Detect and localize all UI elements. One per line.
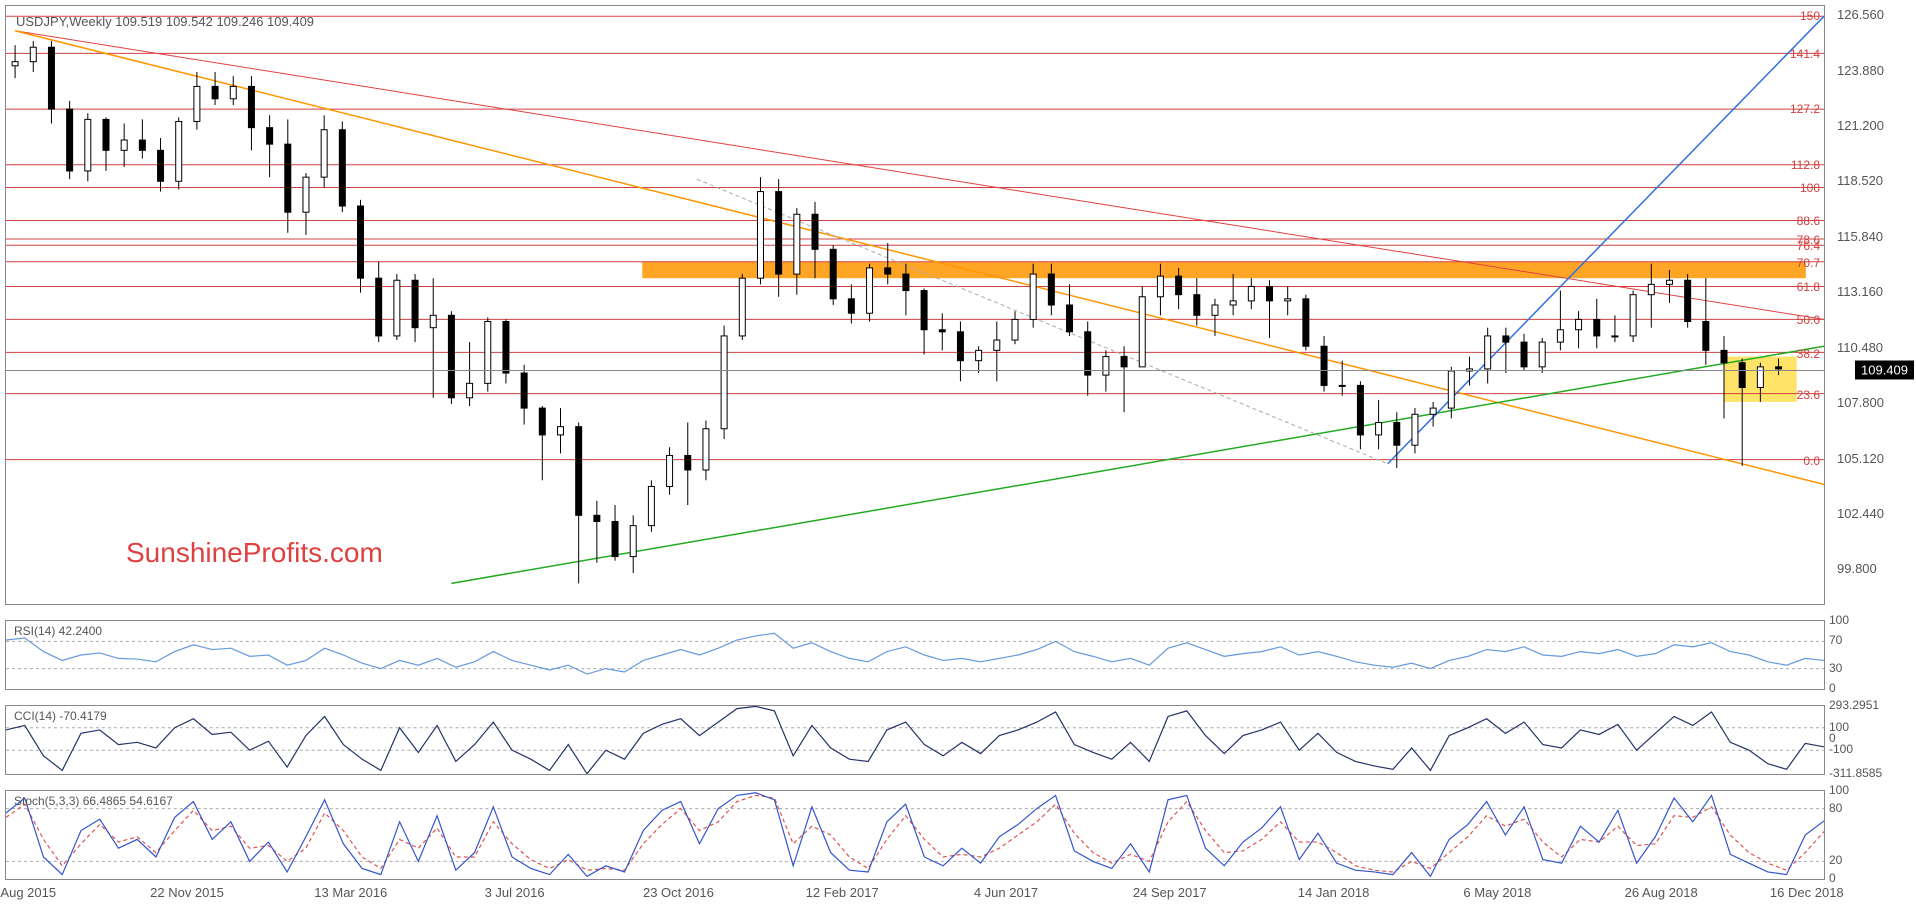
cci-panel[interactable]: CCI(14) -70.4179 293.29511000-100-311.85… <box>5 705 1825 775</box>
cci-svg <box>6 706 1824 774</box>
rsi-svg <box>6 621 1824 689</box>
current-price-line <box>6 370 1824 371</box>
stoch-svg <box>6 791 1824 879</box>
main-chart-svg <box>6 6 1824 604</box>
rsi-panel[interactable]: RSI(14) 42.2400 10070300 <box>5 620 1825 690</box>
chart-title: USDJPY,Weekly 109.519 109.542 109.246 10… <box>16 14 314 29</box>
x-axis: 2 Aug 201522 Nov 201513 Mar 20163 Jul 20… <box>5 885 1825 910</box>
stoch-panel[interactable]: Stoch(5,3,3) 66.4865 54.6167 10080200 <box>5 790 1825 880</box>
cci-title: CCI(14) -70.4179 <box>14 709 107 723</box>
main-price-chart[interactable]: USDJPY,Weekly 109.519 109.542 109.246 10… <box>5 5 1825 605</box>
watermark: SunshineProfits.com <box>126 537 383 569</box>
current-price-marker: 109.409 <box>1855 360 1914 379</box>
symbol-label: USDJPY,Weekly <box>16 14 112 29</box>
rsi-title: RSI(14) 42.2400 <box>14 624 102 638</box>
ohlc-label: 109.519 109.542 109.246 109.409 <box>115 14 314 29</box>
main-y-axis: 126.560123.880121.200118.520115.840113.1… <box>1829 6 1914 604</box>
stoch-title: Stoch(5,3,3) 66.4865 54.6167 <box>14 794 173 808</box>
